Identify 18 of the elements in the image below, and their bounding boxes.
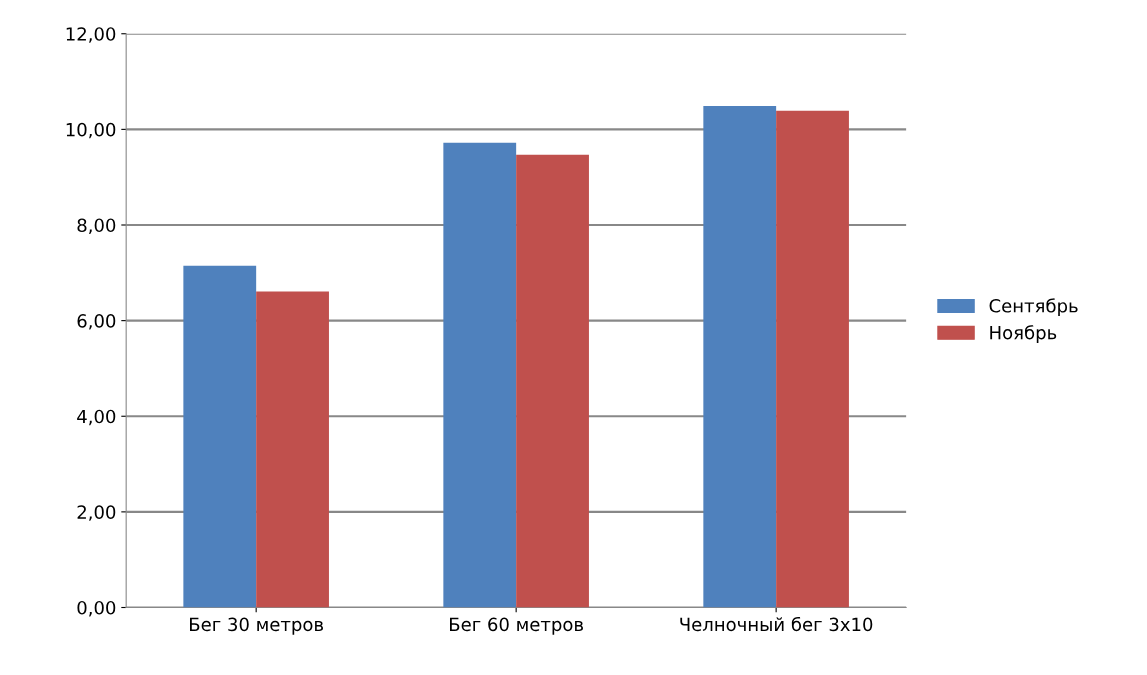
y-tick-label: 10,00 bbox=[66, 122, 116, 139]
y-tick-label: 4,00 bbox=[77, 409, 116, 426]
legend-label: Сентябрь bbox=[989, 298, 1078, 317]
y-tick-label: 12,00 bbox=[66, 27, 116, 43]
y-tick-label: 0,00 bbox=[77, 600, 116, 617]
y-tick-label: 6,00 bbox=[77, 314, 116, 330]
x-tick-label: Бег 30 метров bbox=[190, 617, 324, 635]
x-tick-label: Бег 60 метров bbox=[450, 617, 583, 635]
bar bbox=[703, 105, 777, 608]
x-tick-label: Челночный бег 3х10 bbox=[680, 616, 873, 632]
bar bbox=[776, 110, 849, 608]
y-tick-label: 2,00 bbox=[77, 505, 116, 521]
y-tick-label: 8,00 bbox=[77, 218, 116, 234]
bar bbox=[516, 154, 589, 608]
bar bbox=[256, 291, 329, 608]
bar bbox=[443, 142, 517, 608]
bar bbox=[183, 265, 257, 608]
legend-label: Ноябрь bbox=[990, 325, 1057, 343]
